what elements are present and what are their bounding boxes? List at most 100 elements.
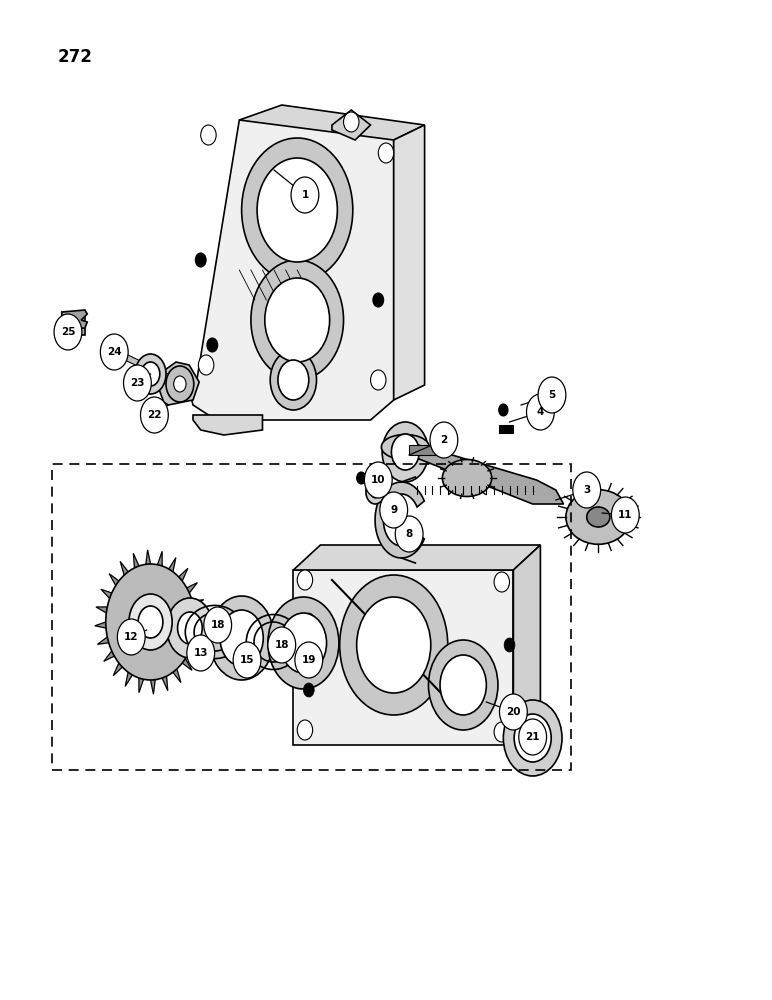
- Polygon shape: [293, 545, 540, 570]
- Text: 24: 24: [107, 347, 121, 357]
- Text: 10: 10: [371, 475, 385, 485]
- Polygon shape: [195, 616, 206, 622]
- Text: 3: 3: [583, 485, 591, 495]
- Circle shape: [340, 575, 448, 715]
- Polygon shape: [120, 562, 128, 575]
- Circle shape: [103, 340, 118, 360]
- Polygon shape: [513, 545, 540, 745]
- Text: 13: 13: [194, 648, 208, 658]
- Polygon shape: [113, 663, 122, 676]
- Polygon shape: [192, 600, 203, 607]
- Polygon shape: [189, 646, 200, 655]
- Polygon shape: [139, 678, 144, 692]
- Text: 2: 2: [440, 435, 448, 445]
- Text: 23: 23: [130, 378, 144, 388]
- Circle shape: [538, 377, 566, 413]
- Circle shape: [611, 497, 639, 533]
- Polygon shape: [394, 125, 425, 400]
- Circle shape: [291, 177, 319, 213]
- Circle shape: [371, 370, 386, 390]
- Text: 15: 15: [240, 655, 254, 665]
- Text: 12: 12: [124, 632, 138, 642]
- Circle shape: [503, 700, 562, 776]
- Circle shape: [295, 642, 323, 678]
- Circle shape: [371, 486, 380, 498]
- Circle shape: [382, 422, 428, 482]
- Circle shape: [364, 462, 392, 498]
- Polygon shape: [104, 651, 114, 661]
- Ellipse shape: [566, 490, 631, 544]
- Ellipse shape: [442, 460, 492, 496]
- Circle shape: [440, 655, 486, 715]
- Polygon shape: [375, 482, 425, 558]
- Text: 272: 272: [58, 48, 93, 66]
- Text: 11: 11: [618, 510, 632, 520]
- Polygon shape: [169, 558, 176, 572]
- Circle shape: [494, 572, 510, 592]
- Circle shape: [100, 334, 128, 370]
- Circle shape: [499, 404, 508, 416]
- Polygon shape: [62, 310, 87, 330]
- Circle shape: [141, 362, 160, 386]
- Circle shape: [514, 714, 551, 762]
- Polygon shape: [401, 440, 564, 504]
- Circle shape: [124, 365, 151, 401]
- Ellipse shape: [381, 434, 429, 460]
- Circle shape: [135, 354, 166, 394]
- Circle shape: [378, 143, 394, 163]
- Circle shape: [207, 338, 218, 352]
- Text: 22: 22: [147, 410, 161, 420]
- Circle shape: [195, 253, 206, 267]
- Circle shape: [251, 260, 344, 380]
- Circle shape: [494, 722, 510, 742]
- Text: 9: 9: [390, 505, 398, 515]
- Polygon shape: [173, 669, 181, 682]
- Circle shape: [527, 394, 554, 430]
- Text: 8: 8: [405, 529, 413, 539]
- Circle shape: [357, 472, 366, 484]
- Circle shape: [257, 158, 337, 262]
- Polygon shape: [151, 680, 155, 694]
- Circle shape: [380, 492, 408, 528]
- Circle shape: [366, 480, 384, 504]
- Circle shape: [220, 610, 263, 666]
- Polygon shape: [332, 110, 371, 140]
- Bar: [499, 425, 513, 433]
- Bar: [66, 315, 85, 335]
- Circle shape: [280, 613, 327, 673]
- Polygon shape: [95, 622, 106, 628]
- Circle shape: [265, 278, 330, 362]
- Polygon shape: [187, 583, 197, 593]
- Polygon shape: [98, 637, 109, 644]
- Circle shape: [201, 125, 216, 145]
- Circle shape: [278, 360, 309, 400]
- Text: 4: 4: [537, 407, 544, 417]
- Circle shape: [499, 694, 527, 730]
- Circle shape: [519, 719, 547, 755]
- Circle shape: [198, 355, 214, 375]
- Circle shape: [297, 570, 313, 590]
- Circle shape: [166, 366, 194, 402]
- Polygon shape: [189, 120, 394, 420]
- Polygon shape: [293, 570, 513, 745]
- Circle shape: [178, 612, 202, 644]
- Circle shape: [268, 597, 339, 689]
- Polygon shape: [157, 552, 162, 566]
- Polygon shape: [162, 676, 168, 690]
- Circle shape: [297, 720, 313, 740]
- Polygon shape: [182, 659, 192, 670]
- Circle shape: [54, 314, 82, 350]
- Circle shape: [270, 350, 317, 410]
- Polygon shape: [109, 574, 119, 585]
- Circle shape: [117, 619, 145, 655]
- Circle shape: [106, 564, 195, 680]
- Text: 5: 5: [548, 390, 556, 400]
- Circle shape: [204, 607, 232, 643]
- Circle shape: [504, 638, 515, 652]
- Circle shape: [174, 376, 186, 392]
- Circle shape: [428, 640, 498, 730]
- Circle shape: [138, 606, 163, 638]
- Polygon shape: [158, 362, 199, 405]
- Text: 21: 21: [526, 732, 540, 742]
- Circle shape: [129, 594, 172, 650]
